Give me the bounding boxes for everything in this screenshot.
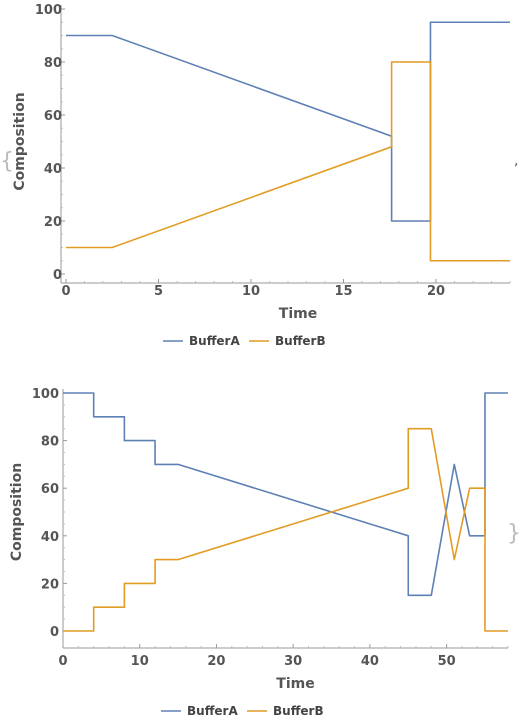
legend-label-buffera: BufferA [189,334,240,348]
y-tick-label: 0 [53,268,62,283]
legend-label-bufferb: BufferB [275,334,326,348]
x-tick-label: 10 [242,284,260,299]
y-tick-label: 0 [50,625,59,640]
x-tick-label: 50 [438,654,456,669]
legend-label-buffera: BufferA [187,704,238,718]
x-tick-label: 15 [334,284,352,299]
chart-1: 0 5 10 15 20 0 20 40 60 80 100 Time Composition Buffe… [12,3,511,348]
y-tick-label: 80 [41,435,59,450]
x-tick-label: 10 [131,654,149,669]
x-axis-title: Time [276,676,314,692]
y-tick-label: 80 [44,56,62,71]
y-axis-title: Composition [12,92,28,190]
x-tick-label: 40 [361,654,379,669]
y-tick-label: 60 [41,482,59,497]
list-separator: , [514,153,518,169]
close-brace: } [507,521,521,546]
y-tick-label: 100 [35,3,62,18]
y-tick-label: 60 [44,109,62,124]
series-line-bufferb [66,61,510,262]
series-line-buffera [66,21,510,222]
x-tick-label: 30 [284,654,302,669]
y-tick-label: 100 [32,387,59,402]
chart-2: 0 10 20 30 40 50 0 20 40 60 80 100 Time Composition Bu… [9,387,509,718]
x-axis-title: Time [279,306,317,322]
x-tick-label: 20 [427,284,445,299]
open-brace: { [0,149,14,174]
y-tick-label: 40 [41,530,59,545]
y-tick-label: 40 [44,162,62,177]
x-tick-label: 5 [154,284,163,299]
series-line-buffera [63,392,508,597]
x-tick-label: 0 [58,654,67,669]
y-axis-title: Composition [9,463,25,561]
y-tick-label: 20 [41,577,59,592]
x-tick-label: 0 [61,284,70,299]
series-line-bufferb [63,427,508,632]
y-tick-label: 20 [44,215,62,230]
legend-label-bufferb: BufferB [273,704,324,718]
x-tick-label: 20 [207,654,225,669]
